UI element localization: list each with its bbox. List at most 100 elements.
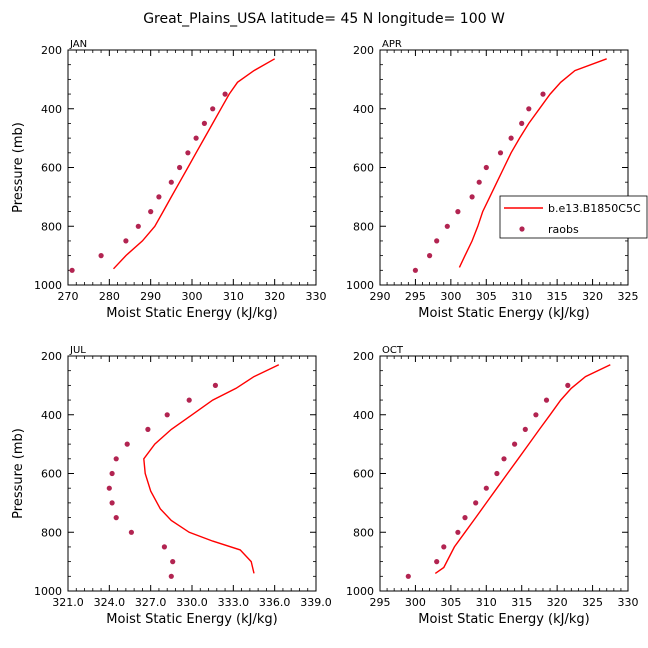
panels: 270 280 290 300 310 320 330 200 400 600 800 1000 JAN… <box>11 39 639 627</box>
x-tick-label: 336.0 <box>259 596 291 609</box>
obs-point <box>106 485 112 491</box>
legend-box <box>499 195 648 239</box>
obs-point <box>145 426 151 432</box>
y-tick-label: 600 <box>41 468 62 481</box>
obs-point <box>210 106 216 112</box>
x-axis-label: Moist Static Energy (kJ/kg) <box>106 306 277 321</box>
x-tick-label: 333.0 <box>218 596 250 609</box>
model-line <box>434 364 611 574</box>
legend-obs-marker <box>519 226 525 232</box>
y-tick-label: 400 <box>41 103 62 116</box>
obs-point <box>522 426 528 432</box>
obs-point <box>434 238 440 244</box>
obs-point <box>164 412 170 418</box>
x-tick-label: 324.0 <box>94 596 126 609</box>
x-tick-label: 315 <box>511 596 532 609</box>
obs-point <box>193 135 199 141</box>
obs-point <box>501 456 507 462</box>
panel-label: OCT <box>382 345 404 356</box>
x-tick-label: 315 <box>547 290 568 303</box>
y-tick-label: 200 <box>41 350 62 363</box>
panel-jan: 270 280 290 300 310 320 330 200 400 600 800 1000 JAN… <box>11 39 327 321</box>
y-tick-label: 800 <box>41 526 62 539</box>
x-axis-label: Moist Static Energy (kJ/kg) <box>418 612 589 627</box>
obs-point <box>497 150 504 156</box>
x-tick-label: 305 <box>476 290 497 303</box>
x-tick-label: 327.0 <box>135 596 167 609</box>
y-tick-label: 800 <box>41 220 62 233</box>
obs-point <box>405 573 411 579</box>
y-tick-label: 1000 <box>34 279 62 292</box>
obs-point <box>109 470 115 477</box>
obs-point <box>508 135 514 141</box>
obs-point <box>109 500 115 506</box>
obs-point <box>98 253 104 259</box>
obs-point <box>113 515 119 521</box>
y-tick-label: 400 <box>353 409 374 422</box>
x-tick-label: 310 <box>511 290 532 303</box>
panel-apr: 290 295 300 305 310 315 320 325 200 400 600 800 1000… <box>346 39 639 321</box>
obs-point <box>455 209 461 215</box>
model-line <box>458 58 607 268</box>
x-tick-label: 295 <box>405 290 426 303</box>
panel-label: JAN <box>69 39 87 50</box>
y-tick-label: 800 <box>353 220 374 233</box>
y-tick-label: 1000 <box>346 585 374 598</box>
x-tick-label: 320 <box>547 596 568 609</box>
obs-point <box>462 515 468 521</box>
obs-point <box>526 106 532 112</box>
x-tick-label: 280 <box>99 290 120 303</box>
obs-point <box>476 179 482 185</box>
obs-point <box>543 397 550 403</box>
plot-frame <box>379 355 629 592</box>
y-axis-label: Pressure (mb) <box>11 122 26 213</box>
x-tick-label: 305 <box>440 596 461 609</box>
obs-point <box>124 441 130 447</box>
y-tick-label: 400 <box>41 409 62 422</box>
obs-point <box>540 91 546 97</box>
obs-point <box>156 194 162 200</box>
obs-point <box>441 544 447 550</box>
y-tick-label: 200 <box>353 350 374 363</box>
obs-point <box>135 223 141 229</box>
x-tick-label: 300 <box>405 596 426 609</box>
x-tick-label: 300 <box>440 290 461 303</box>
obs-point <box>519 120 525 126</box>
x-tick-label: 310 <box>476 596 497 609</box>
plot-frame <box>67 49 317 286</box>
obs-point <box>128 529 134 535</box>
obs-point <box>412 267 418 273</box>
x-axis-label: Moist Static Energy (kJ/kg) <box>418 306 589 321</box>
y-tick-label: 800 <box>353 526 374 539</box>
x-tick-label: 339.0 <box>300 596 332 609</box>
panel-jul: 321.0 324.0 327.0 330.0 333.0 336.0 339.0 200 40… <box>11 345 332 627</box>
x-tick-label: 310 <box>223 290 244 303</box>
obs-point <box>185 150 191 156</box>
obs-point <box>483 485 489 491</box>
y-tick-label: 600 <box>41 162 62 175</box>
obs-point <box>168 573 174 579</box>
y-tick-label: 1000 <box>34 585 62 598</box>
obs-point <box>170 559 176 565</box>
obs-point <box>434 559 440 565</box>
model-line <box>143 364 280 574</box>
obs-point <box>473 500 479 506</box>
obs-point <box>177 164 183 171</box>
x-tick-label: 300 <box>182 290 203 303</box>
obs-point <box>69 267 75 273</box>
x-tick-label: 270 <box>58 290 79 303</box>
obs-point <box>469 194 475 200</box>
y-axis-label: Pressure (mb) <box>11 428 26 519</box>
x-tick-label: 321.0 <box>52 596 84 609</box>
obs-point <box>565 382 571 388</box>
x-tick-label: 290 <box>370 290 391 303</box>
obs-point <box>494 470 500 477</box>
x-tick-label: 320 <box>264 290 285 303</box>
obs-point <box>123 238 129 244</box>
x-tick-label: 295 <box>370 596 391 609</box>
x-tick-label: 325 <box>582 596 603 609</box>
x-tick-label: 320 <box>582 290 603 303</box>
obs-point <box>511 441 518 447</box>
y-tick-label: 600 <box>353 162 374 175</box>
obs-point <box>483 164 489 171</box>
